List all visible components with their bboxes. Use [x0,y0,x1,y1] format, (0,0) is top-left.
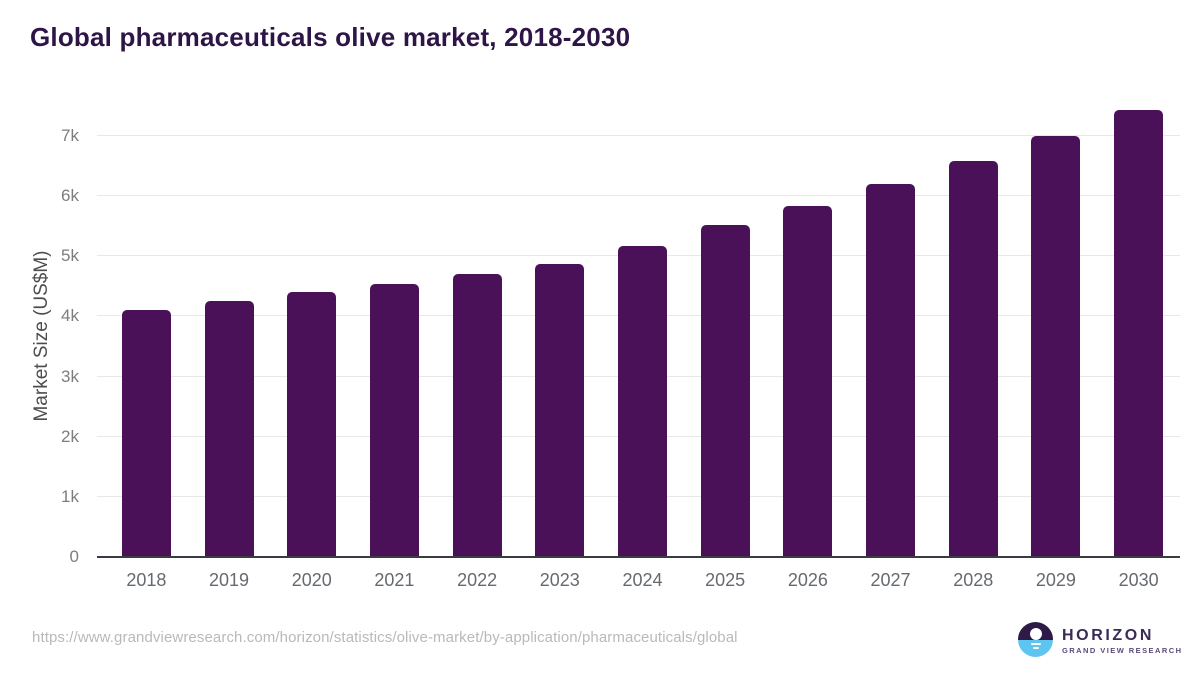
x-tick-label-2018: 2018 [126,570,167,590]
x-tick-label-2028: 2028 [953,570,994,590]
x-tick-label-2027: 2027 [870,570,911,590]
bar-2020 [287,292,337,557]
x-tick-label-2023: 2023 [539,570,580,590]
y-tick-label-5k: 5k [61,246,79,266]
y-tick-label-0: 0 [69,547,79,566]
y-tick-label-1k: 1k [61,486,79,506]
x-tick-label-2019: 2019 [209,570,250,590]
y-tick-label-7k: 7k [61,126,79,146]
gridline-7k [97,135,1180,137]
page-title: Global pharmaceuticals olive market, 201… [30,22,631,52]
x-tick-label-2020: 2020 [291,570,332,590]
bar-2030 [1114,110,1164,557]
x-tick-label-2029: 2029 [1035,570,1076,590]
y-tick-label-6k: 6k [61,186,79,206]
logo-name: HORIZON [1062,627,1154,644]
horizon-logo-icon [1018,622,1053,657]
bar-2018 [121,309,171,557]
bar-2024 [618,245,667,557]
x-tick-label-2021: 2021 [374,570,415,590]
x-tick-label-2030: 2030 [1118,570,1159,590]
bar-2025 [700,225,750,557]
x-axis-labels: 2018 2019 2020 2021 2022 2023 2024 2025 2026 2027… [105,570,1180,591]
source-url: https://www.grandviewresearch.com/horizo… [32,629,738,646]
bar-2023 [535,263,585,557]
bar-2029 [1031,136,1081,557]
x-tick-label-2025: 2025 [705,570,746,590]
bar-2021 [369,283,419,557]
plot-area [97,100,1180,558]
bar-2022 [452,273,502,557]
bar-2028 [948,160,998,557]
gridline-6k [97,195,1180,197]
y-tick-label-2k: 2k [61,426,79,446]
x-tick-label-2024: 2024 [622,570,663,590]
bar-2019 [204,301,254,557]
x-tick-label-2026: 2026 [787,570,828,590]
x-axis-line [97,556,1180,558]
bar-2027 [866,183,916,557]
y-tick-label-3k: 3k [61,366,79,386]
logo-reflection-line [1030,643,1041,645]
logo-subtitle: GRAND VIEW RESEARCH [1062,646,1183,655]
x-tick-label-2022: 2022 [457,570,498,590]
logo-sun-icon [1029,628,1042,640]
bar-2026 [783,205,833,557]
y-tick-label-4k: 4k [61,306,79,326]
horizon-logo: HORIZON GRAND VIEW RESEARCH [1018,621,1188,659]
logo-reflection-line [1032,647,1039,649]
y-axis-ticks: 0 1k 2k 3k 4k 5k 6k 7k [0,100,97,566]
